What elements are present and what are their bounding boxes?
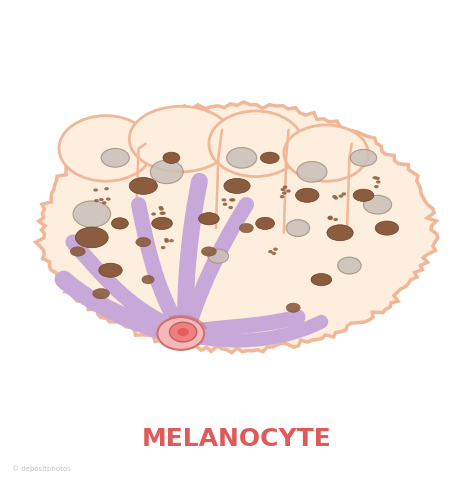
Ellipse shape <box>328 216 332 219</box>
Ellipse shape <box>375 221 399 235</box>
Ellipse shape <box>281 188 285 191</box>
Ellipse shape <box>224 179 250 194</box>
Ellipse shape <box>93 289 109 299</box>
Ellipse shape <box>169 239 174 242</box>
Ellipse shape <box>75 227 108 248</box>
Ellipse shape <box>170 322 197 342</box>
Ellipse shape <box>199 213 219 225</box>
Ellipse shape <box>341 192 346 196</box>
Ellipse shape <box>260 152 279 163</box>
Ellipse shape <box>327 225 353 241</box>
Ellipse shape <box>376 180 381 184</box>
Ellipse shape <box>142 275 154 284</box>
Ellipse shape <box>221 198 226 202</box>
Ellipse shape <box>150 160 183 184</box>
Ellipse shape <box>161 246 165 249</box>
Ellipse shape <box>159 207 164 211</box>
Ellipse shape <box>374 185 379 188</box>
Ellipse shape <box>161 211 166 215</box>
Ellipse shape <box>99 198 104 201</box>
Ellipse shape <box>286 303 300 312</box>
Ellipse shape <box>102 201 107 204</box>
Ellipse shape <box>334 196 338 200</box>
Ellipse shape <box>273 247 278 251</box>
Ellipse shape <box>157 317 204 350</box>
Polygon shape <box>36 102 438 353</box>
Ellipse shape <box>272 252 276 255</box>
Ellipse shape <box>332 195 337 198</box>
Ellipse shape <box>73 201 110 227</box>
Ellipse shape <box>286 220 310 236</box>
Ellipse shape <box>228 206 233 209</box>
Ellipse shape <box>296 188 319 202</box>
Ellipse shape <box>239 223 254 233</box>
Ellipse shape <box>375 177 380 180</box>
Ellipse shape <box>373 176 377 180</box>
Ellipse shape <box>282 192 287 195</box>
Ellipse shape <box>297 161 327 182</box>
Ellipse shape <box>229 198 234 202</box>
Ellipse shape <box>129 106 232 172</box>
Ellipse shape <box>231 198 236 202</box>
Ellipse shape <box>94 199 99 202</box>
Ellipse shape <box>164 238 169 241</box>
Ellipse shape <box>163 152 180 163</box>
Ellipse shape <box>328 217 333 220</box>
Ellipse shape <box>177 328 189 337</box>
Ellipse shape <box>353 189 374 201</box>
Ellipse shape <box>136 237 151 247</box>
Ellipse shape <box>227 147 257 168</box>
Ellipse shape <box>286 189 291 193</box>
Ellipse shape <box>158 206 163 209</box>
Ellipse shape <box>208 249 228 263</box>
Ellipse shape <box>328 216 333 219</box>
Ellipse shape <box>338 195 343 198</box>
Ellipse shape <box>93 189 98 192</box>
Ellipse shape <box>111 218 128 229</box>
Ellipse shape <box>280 195 284 198</box>
Ellipse shape <box>101 148 129 167</box>
Text: MELANOCYTE: MELANOCYTE <box>142 427 332 451</box>
Ellipse shape <box>283 186 287 189</box>
Ellipse shape <box>201 247 217 256</box>
Ellipse shape <box>104 187 109 190</box>
Ellipse shape <box>106 197 110 201</box>
Ellipse shape <box>70 247 85 256</box>
Ellipse shape <box>160 212 164 215</box>
Ellipse shape <box>284 125 368 181</box>
Ellipse shape <box>364 195 392 214</box>
Ellipse shape <box>333 218 338 221</box>
Ellipse shape <box>209 111 302 177</box>
Ellipse shape <box>151 212 156 216</box>
Ellipse shape <box>152 217 173 229</box>
Text: © depositphotos: © depositphotos <box>12 465 71 472</box>
Ellipse shape <box>59 116 153 181</box>
Ellipse shape <box>223 203 228 206</box>
Ellipse shape <box>99 263 122 277</box>
Ellipse shape <box>311 274 332 286</box>
Ellipse shape <box>129 178 157 194</box>
Ellipse shape <box>164 239 169 243</box>
Ellipse shape <box>350 149 377 166</box>
Ellipse shape <box>256 217 274 229</box>
Ellipse shape <box>337 257 361 274</box>
Ellipse shape <box>268 250 273 253</box>
